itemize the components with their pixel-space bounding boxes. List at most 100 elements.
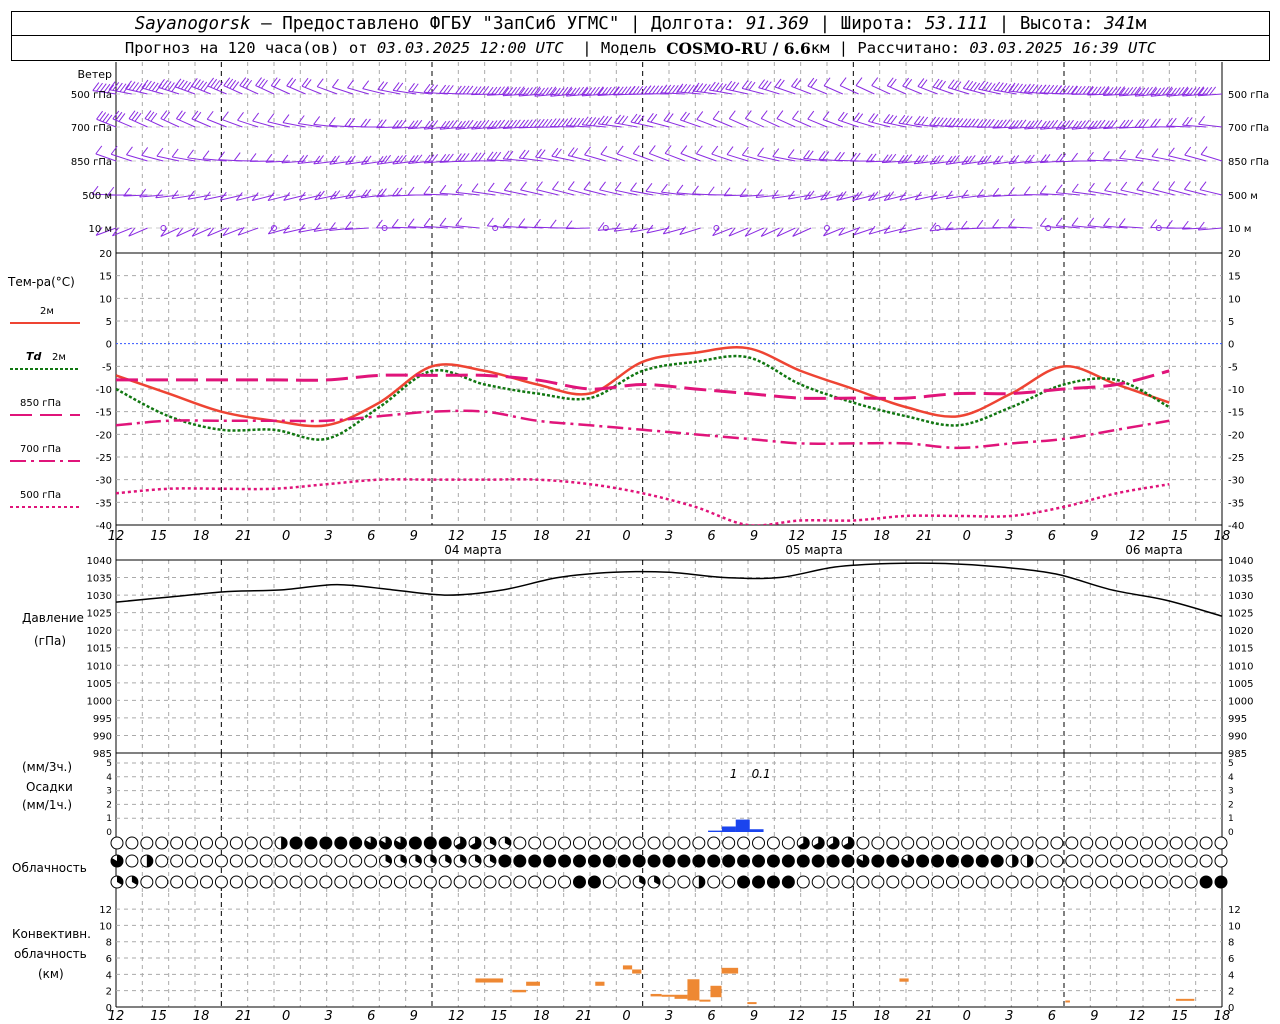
wind-barb-flag — [431, 154, 439, 163]
wind-barb-staff — [600, 153, 622, 162]
calc-label: | Рассчитано: — [838, 39, 961, 57]
wind-barb-flag — [1118, 218, 1126, 227]
wind-barb-flag — [450, 119, 458, 129]
wind-barb-flag — [237, 112, 244, 121]
wind-barb-flag — [233, 152, 241, 161]
wind-barb-flag — [1094, 120, 1102, 129]
cloud-symbol — [259, 875, 273, 889]
wind-barb-staff — [267, 194, 290, 202]
wind-barb-flag — [1055, 217, 1063, 227]
temp-tick-right: 10 — [1228, 294, 1241, 305]
precip-tick-left: 2 — [106, 800, 112, 810]
wind-barb-staff — [141, 154, 164, 162]
cloud-symbol — [602, 854, 616, 868]
cloud-symbol — [543, 854, 557, 868]
wind-barb-flag — [935, 79, 943, 89]
cloud-symbol — [796, 854, 810, 868]
conv-cloud-bar — [687, 979, 700, 1001]
wind-barb-flag — [107, 84, 115, 94]
conv-tick-right: 4 — [1228, 970, 1234, 981]
wind-barb-flag — [741, 80, 749, 89]
cloud-symbol — [975, 854, 989, 868]
wind-barb-flag — [1102, 120, 1110, 129]
wind-barb-staff — [1087, 159, 1112, 162]
wind-barb-flag — [115, 111, 123, 121]
cloud-symbol — [901, 836, 915, 850]
cloud-symbol — [125, 836, 139, 850]
pressure-tick-right: 1005 — [1228, 679, 1253, 690]
wind-barb-flag — [791, 78, 798, 87]
precip-bar — [735, 819, 750, 832]
wind-barb-staff — [237, 227, 259, 236]
wind-barb-flag — [1138, 119, 1146, 128]
cloud-symbol — [677, 854, 691, 868]
cloud-symbol — [677, 875, 691, 889]
wind-barb-flag — [902, 115, 909, 125]
wind-barb-flag — [381, 81, 388, 91]
wind-barb-staff — [630, 227, 654, 233]
wind-barb-flag — [486, 86, 494, 96]
wind-barb-staff — [392, 226, 417, 229]
wind-barb-flag — [764, 81, 772, 90]
cloud-symbol-fill — [504, 837, 511, 846]
wind-barb-flag — [541, 118, 549, 128]
wind-barb-staff — [176, 118, 196, 128]
wind-barb-flag — [301, 154, 308, 164]
temp-tick-right: 0 — [1228, 340, 1234, 351]
wind-barb-flag — [283, 224, 290, 234]
cloud-symbol — [155, 875, 169, 889]
wind-barb-flag — [216, 81, 224, 91]
wind-barb-flag — [771, 189, 779, 199]
wind-barb-staff — [332, 86, 354, 95]
legend-td2m-label: 2м — [52, 352, 66, 363]
wind-barb-flag — [222, 227, 230, 236]
time-tick-label-bottom: 6 — [707, 1009, 715, 1024]
wind-barb-flag — [333, 155, 340, 165]
cloud-symbol — [214, 854, 228, 868]
wind-barb-staff — [791, 85, 812, 95]
wind-barb-staff — [191, 227, 212, 237]
wind-barb-staff — [930, 194, 954, 200]
wind-barb-flag — [490, 86, 498, 96]
wind-barb-staff — [757, 155, 780, 162]
cloud-symbol — [453, 875, 467, 889]
wind-barb-flag — [128, 110, 136, 119]
wind-barb-flag — [1079, 120, 1086, 129]
wind-barb-staff — [255, 85, 275, 95]
wind-barb-flag — [605, 116, 613, 126]
wind-barb-flag — [360, 118, 368, 128]
wind-barb-flag — [1158, 87, 1165, 96]
cloud-symbol — [170, 854, 184, 868]
wind-barb-flag — [732, 82, 740, 92]
wind-barb-flag — [852, 192, 860, 201]
cloud-symbol — [1035, 854, 1049, 868]
wind-barb-flag — [180, 80, 188, 90]
wind-barb-flag — [333, 190, 341, 199]
wind-barb-flag — [494, 119, 502, 129]
wind-barb-flag — [1182, 87, 1189, 97]
wind-barb-flag — [210, 78, 218, 88]
cloud-symbol — [1035, 875, 1049, 889]
wind-barb-flag — [258, 78, 265, 88]
wind-barb-flag — [584, 146, 591, 156]
wind-barb-flag — [1150, 118, 1158, 128]
cloud-symbol-fill — [856, 855, 869, 867]
legend-t850-label: 850 гПа — [20, 398, 61, 409]
wind-barb-flag — [905, 79, 913, 88]
wind-barb-flag — [992, 155, 1000, 165]
model-label: | Модель — [582, 39, 657, 57]
wind-barb-staff — [1198, 123, 1223, 128]
wind-barb-flag — [474, 120, 482, 130]
wind-barb-flag — [1027, 154, 1035, 164]
wind-barb-flag — [1150, 87, 1158, 97]
wind-barb-flag — [1183, 181, 1191, 190]
wind-barb-flag — [399, 154, 407, 164]
wind-barb-flag — [898, 114, 906, 124]
wind-barb-flag — [636, 85, 644, 95]
cloud-symbol — [1214, 854, 1228, 868]
wind-barb-staff — [807, 85, 828, 95]
wind-barb-staff — [663, 227, 685, 235]
wind-barb-flag — [1184, 146, 1192, 156]
time-tick-label-bottom: 9 — [750, 1009, 758, 1024]
wind-barb-flag — [1168, 181, 1176, 190]
